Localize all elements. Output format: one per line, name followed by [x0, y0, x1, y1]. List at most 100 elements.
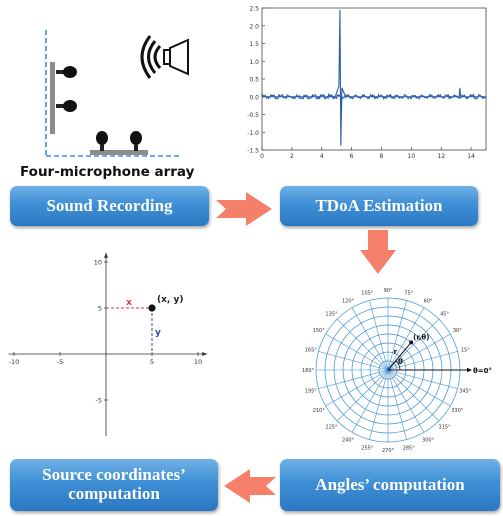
- polar-spoke: [369, 369, 389, 440]
- arrow-right: [216, 192, 272, 226]
- angle-label: 195°: [305, 389, 318, 395]
- arrow-down: [360, 230, 396, 274]
- r-label: r: [394, 348, 398, 356]
- y-axis-arrow: [104, 252, 108, 258]
- waveform-chart: 2.5 2.0 1.5 1.0 0.5 0.0 -0.5 -1.0 -1.50 2 4 6 8 10 12 1…: [247, 6, 487, 160]
- angle-label: 315°: [439, 425, 452, 431]
- polar-point-label: (r,θ): [413, 333, 429, 341]
- theta-arc: [395, 360, 401, 371]
- angle-label: 150°: [313, 328, 326, 334]
- microphone-icon: [56, 66, 77, 78]
- polar-spoke: [387, 307, 425, 371]
- x-tick-label: 5: [150, 358, 154, 366]
- angle-label: 255°: [361, 445, 374, 451]
- angle-label: 15°: [461, 347, 470, 353]
- x-tick-label: -10: [9, 358, 20, 366]
- polar-spoke: [318, 351, 389, 371]
- polar-spoke: [325, 369, 389, 407]
- vertical-mic-bar: [50, 62, 55, 134]
- angle-label: 180°: [302, 368, 315, 374]
- polar-spoke: [387, 369, 425, 433]
- y-tick-label: 1.5: [249, 41, 259, 48]
- x-tick-label: 8: [380, 153, 384, 160]
- y-tick-label: 2.5: [249, 6, 259, 13]
- array-caption: Four-microphone array: [20, 164, 195, 180]
- angle-label: 105°: [361, 291, 374, 297]
- polar-spoke: [336, 369, 389, 422]
- plot-frame: [261, 7, 487, 151]
- y-tick-label: 5: [98, 305, 102, 313]
- polar-spoke: [387, 369, 440, 422]
- arrow-left: [224, 469, 276, 503]
- waveform-series-line: [262, 9, 486, 146]
- x-axis-arrow: [202, 352, 208, 356]
- x-tick-label: 14: [467, 153, 475, 160]
- angle-label: 45°: [440, 311, 449, 317]
- polar-spoke: [369, 300, 389, 371]
- point-label: (x, y): [157, 295, 183, 305]
- x-tick-label: 6: [350, 153, 354, 160]
- polar-spoke: [325, 333, 389, 371]
- angle-label: 300°: [422, 437, 435, 443]
- x-tick-label: 0: [260, 153, 264, 160]
- y-tick-label: 0.5: [249, 77, 259, 84]
- angle-label: 75°: [404, 291, 413, 297]
- y-tick-label: -5: [96, 397, 102, 405]
- x-label: x: [126, 298, 132, 308]
- y-tick-label: -1.0: [247, 130, 259, 137]
- angle-label: 345°: [459, 389, 472, 395]
- polar-spoke: [387, 369, 451, 407]
- angle-label: 135°: [325, 311, 338, 317]
- y-tick-label: 0.0: [249, 94, 259, 101]
- angle-label: 30°: [453, 328, 462, 334]
- polar-spoke: [351, 307, 389, 371]
- x-tick-label: 2: [290, 153, 294, 160]
- source-coordinates-box: Source coordinates’ computation: [10, 459, 218, 511]
- polar-point: [409, 340, 414, 345]
- angle-label: 120°: [342, 299, 355, 305]
- x-tick-label: 10: [408, 153, 416, 160]
- x-tick-label: 12: [437, 153, 445, 160]
- y-label: y: [155, 328, 161, 338]
- microphone-icon: [130, 131, 142, 151]
- y-tick-label: 2.0: [249, 23, 259, 30]
- y-tick-label: 10: [94, 259, 102, 267]
- angle-label: 270°: [382, 448, 395, 454]
- angle-label: 225°: [325, 425, 338, 431]
- angle-label: 330°: [451, 408, 464, 414]
- angles-computation-box: Angles’ computation: [280, 459, 500, 511]
- polar-spoke: [387, 369, 458, 389]
- polar-spoke: [387, 318, 440, 371]
- polar-plot: 15° 30° 45° 60° 75° 90° 105° 120° 135° 150° 165° 18…: [302, 288, 492, 454]
- sound-recording-box: Sound Recording: [10, 186, 209, 226]
- x-tick-label: 10: [194, 358, 202, 366]
- data-point: [148, 304, 156, 312]
- polar-spoke: [387, 300, 407, 371]
- y-tick-label: -0.5: [247, 112, 259, 119]
- microphone-array-illustration: [45, 30, 189, 157]
- zero-angle-label: θ=0°: [473, 367, 492, 375]
- x-tick-label: 4: [320, 153, 324, 160]
- angle-label: 165°: [305, 347, 318, 353]
- y-tick-label: -1.5: [247, 148, 259, 155]
- radius-line: [387, 342, 412, 371]
- angle-label: 210°: [313, 408, 326, 414]
- angle-label: 240°: [342, 437, 355, 443]
- waveform-noise: [261, 92, 487, 101]
- zero-axis-arrow: [467, 367, 472, 373]
- microphone-icon: [56, 100, 77, 112]
- x-tick-label: -5: [57, 358, 63, 366]
- microphone-icon: [96, 131, 108, 151]
- polar-spoke: [351, 369, 389, 433]
- polar-spoke: [387, 369, 407, 440]
- angle-label: 60°: [424, 299, 433, 305]
- speaker-icon: [140, 35, 189, 79]
- theta-label: θ: [398, 358, 403, 366]
- angle-label: 285°: [403, 445, 416, 451]
- polar-spoke: [336, 318, 389, 371]
- polar-spoke: [318, 369, 389, 389]
- angle-label: 90°: [384, 288, 393, 294]
- tdoa-estimation-box: TDoA Estimation: [280, 186, 478, 226]
- horizontal-mic-bar: [90, 150, 148, 155]
